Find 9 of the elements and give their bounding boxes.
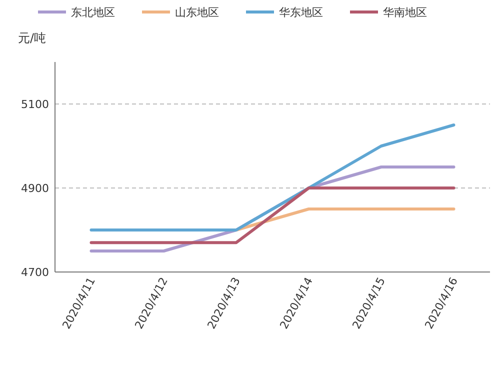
legend-label: 山东地区	[175, 6, 219, 19]
line-series	[90, 124, 456, 232]
y-tick-label: 5100	[21, 98, 49, 111]
legend-label: 东北地区	[71, 6, 115, 19]
legend-label: 华南地区	[383, 6, 427, 19]
y-tick-label: 4900	[21, 182, 49, 195]
y-axis-title: 元/吨	[18, 31, 46, 45]
legend-label: 华东地区	[279, 6, 323, 19]
y-tick-label: 4700	[21, 266, 49, 279]
